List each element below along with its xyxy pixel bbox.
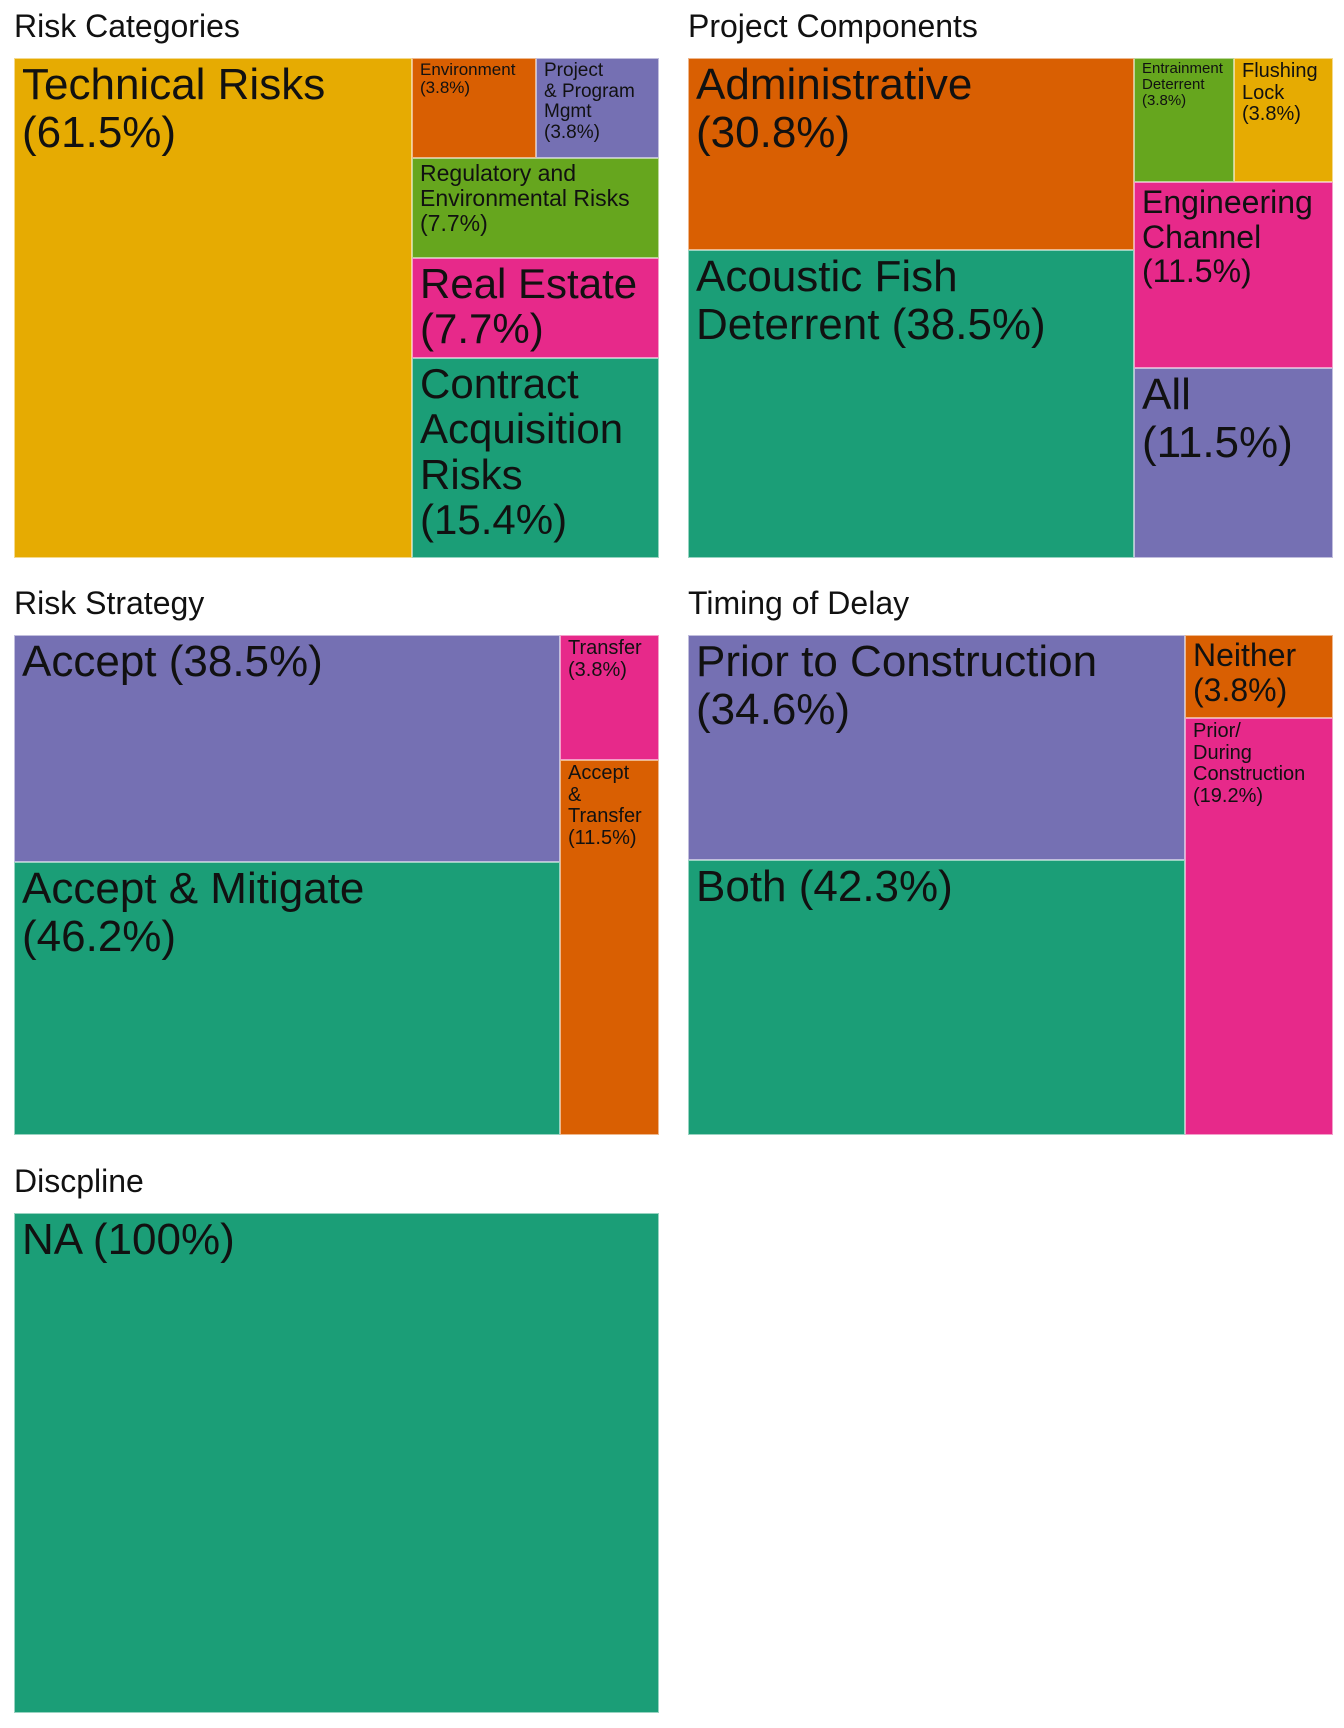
treemap-cell-flushing-lock: Flushing Lock (3.8%): [1234, 58, 1333, 182]
treemap-cell-accept: Accept (38.5%): [14, 635, 560, 862]
treemap-area: Prior to Construction (34.6%) Both (42.3%…: [688, 635, 1333, 1135]
panel-title: Timing of Delay: [688, 585, 910, 621]
treemap-cell-engineering-channel: Engineering Channel (11.5%): [1134, 182, 1333, 368]
treemap-cell-contract-acquisition-risks: Contract Acquisition Risks (15.4%): [412, 358, 659, 558]
treemap-cell-technical-risks: Technical Risks (61.5%): [14, 58, 412, 558]
treemap-cell-all: All (11.5%): [1134, 368, 1333, 558]
treemap-panel-project-components: Project Components Administrative (30.8%)…: [688, 8, 1333, 568]
treemap-cell-prior-during-construction: Prior/ During Construction (19.2%): [1185, 718, 1333, 1135]
treemap-cell-label: Accept & Mitigate (46.2%): [22, 864, 365, 961]
treemap-cell-prior-to-construction: Prior to Construction (34.6%): [688, 635, 1185, 860]
treemap-cell-label: Acoustic Fish Deterrent (38.5%): [696, 252, 1046, 349]
treemap-cell-real-estate: Real Estate (7.7%): [412, 258, 659, 358]
treemap-cell-label: Administrative (30.8%): [696, 60, 973, 157]
treemap-cell-label: NA (100%): [22, 1215, 235, 1264]
treemap-cell-label: Neither (3.8%): [1193, 637, 1297, 708]
treemap-cell-transfer: Transfer (3.8%): [560, 635, 659, 760]
treemap-cell-label: Accept (38.5%): [22, 637, 323, 686]
treemap-cell-label: Engineering Channel (11.5%): [1142, 184, 1313, 290]
panel-title: Risk Strategy: [14, 585, 205, 621]
treemap-cell-label: Project & Program Mgmt (3.8%): [544, 60, 635, 143]
treemap-cell-entrainment-deterrent: Entrainment Deterrent (3.8%): [1134, 58, 1234, 182]
panel-title: Discpline: [14, 1163, 144, 1199]
treemap-cell-regulatory-and-environmental-risks: Regulatory and Environmental Risks (7.7%…: [412, 158, 659, 258]
treemap-cell-both: Both (42.3%): [688, 860, 1185, 1135]
treemap-cell-label: Accept & Transfer (11.5%): [568, 762, 642, 849]
treemap-cell-label: Entrainment Deterrent (3.8%): [1142, 60, 1223, 110]
treemap-cell-neither: Neither (3.8%): [1185, 635, 1333, 718]
treemap-cell-label: Technical Risks (61.5%): [22, 60, 326, 157]
treemap-area: Accept (38.5%) Accept & Mitigate (46.2%) T…: [14, 635, 659, 1135]
treemap-cell-na: NA (100%): [14, 1213, 659, 1713]
treemap-area: NA (100%): [14, 1213, 659, 1713]
treemap-cell-label: Regulatory and Environmental Risks (7.7%…: [420, 160, 630, 236]
treemap-area: Technical Risks (61.5%) Environment (3.8%…: [14, 58, 659, 558]
treemap-cell-project-program-mgmt: Project & Program Mgmt (3.8%): [536, 58, 659, 158]
treemap-cell-label: Flushing Lock (3.8%): [1242, 60, 1318, 126]
treemap-cell-environment: Environment (3.8%): [412, 58, 536, 158]
treemap-panel-risk-strategy: Risk Strategy Accept (38.5%) Accept & Miti…: [14, 585, 659, 1145]
treemap-cell-label: Real Estate (7.7%): [420, 260, 638, 353]
treemap-cell-label: Prior to Construction (34.6%): [696, 637, 1098, 734]
panel-title: Project Components: [688, 8, 978, 44]
treemap-panel-discpline: Discpline NA (100%): [14, 1163, 659, 1723]
treemap-cell-accept-transfer: Accept & Transfer (11.5%): [560, 760, 659, 1135]
treemap-cell-label: Both (42.3%): [696, 862, 953, 911]
treemap-cell-acoustic-fish-deterrent: Acoustic Fish Deterrent (38.5%): [688, 250, 1134, 558]
treemap-area: Administrative (30.8%) Acoustic Fish Dete…: [688, 58, 1333, 558]
treemap-panel-timing-of-delay: Timing of Delay Prior to Construction (34…: [688, 585, 1333, 1145]
treemap-cell-label: Prior/ During Construction (19.2%): [1193, 720, 1306, 807]
treemap-panel-risk-categories: Risk Categories Technical Risks (61.5%) En…: [14, 8, 659, 568]
treemap-cell-label: All (11.5%): [1142, 370, 1293, 467]
treemap-cell-label: Environment (3.8%): [420, 60, 516, 98]
treemap-cell-accept-mitigate: Accept & Mitigate (46.2%): [14, 862, 560, 1135]
treemap-cell-label: Contract Acquisition Risks (15.4%): [420, 360, 624, 544]
treemap-cell-label: Transfer (3.8%): [568, 637, 642, 681]
treemap-cell-administrative: Administrative (30.8%): [688, 58, 1134, 250]
panel-title: Risk Categories: [14, 8, 240, 44]
